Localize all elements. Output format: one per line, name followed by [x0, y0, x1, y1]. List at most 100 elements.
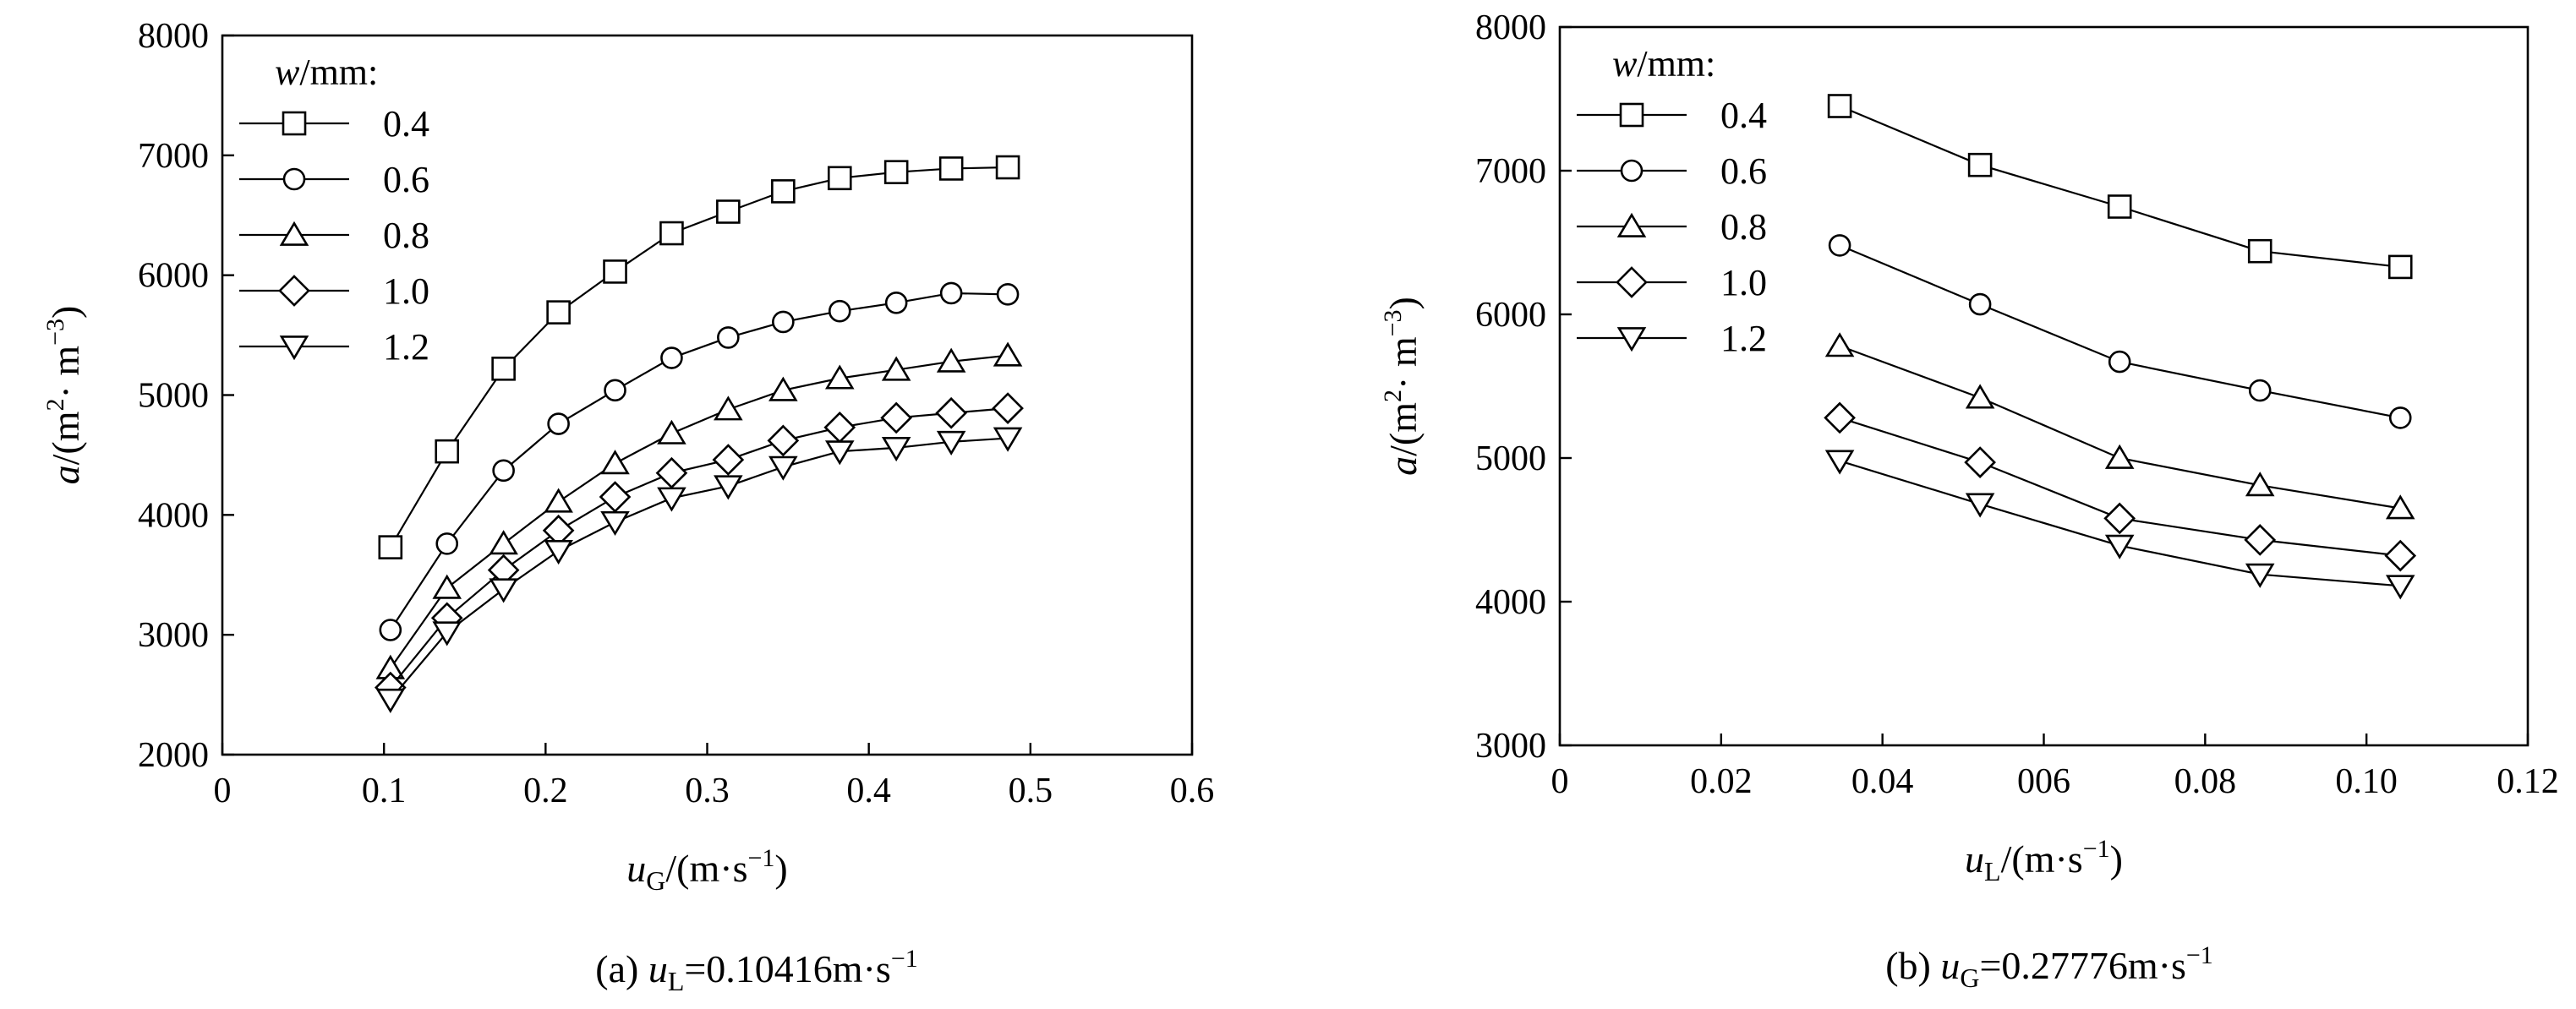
data-point — [2248, 379, 2272, 402]
data-point — [489, 530, 518, 555]
data-point — [544, 488, 573, 513]
y-tick-label: 7000 — [138, 137, 209, 176]
x-tick-label: 006 — [2017, 762, 2070, 801]
data-point — [2104, 444, 2135, 469]
series-line — [389, 437, 1009, 701]
series-w-1-0 — [374, 392, 1024, 704]
data-point — [604, 379, 626, 402]
y-tick-label: 6000 — [138, 257, 209, 296]
series-w-0-4 — [378, 155, 1020, 559]
panel-caption: (b) uG=0.27776m·s−1 — [1885, 941, 2213, 993]
data-point — [657, 487, 686, 512]
series-w-0-8 — [375, 341, 1023, 679]
data-point — [1967, 152, 1993, 177]
legend-marker — [1620, 159, 1643, 183]
data-point — [2245, 472, 2275, 497]
x-axis-label: uL/(m·s−1) — [1965, 835, 2123, 886]
series-w-0-8 — [1824, 332, 2415, 520]
series-line — [389, 166, 1009, 548]
legend-marker — [1619, 102, 1644, 128]
data-point — [768, 455, 798, 481]
data-point — [600, 450, 630, 475]
series-line — [1839, 105, 2401, 268]
x-tick-label: 0.5 — [1009, 772, 1053, 810]
y-tick-label: 5000 — [138, 377, 209, 416]
panel-caption: (a) uL=0.10416m·s−1 — [595, 945, 917, 996]
data-point — [1824, 332, 1855, 357]
legend-marker — [1616, 327, 1647, 352]
data-point — [1968, 292, 1992, 316]
data-point — [1965, 493, 1995, 518]
data-point — [881, 437, 911, 462]
data-point — [936, 347, 966, 373]
legend: w/mm:0.4 0.6 0.8 1.0 1.2 — [239, 52, 429, 368]
data-point — [544, 539, 573, 565]
x-axis-label: uG/(m·s−1) — [626, 844, 787, 896]
legend-marker — [279, 335, 309, 361]
legend-label: 1.0 — [1720, 262, 1767, 303]
data-point — [824, 364, 855, 390]
legend-label: 0.4 — [383, 103, 429, 145]
data-point — [824, 440, 855, 466]
data-point — [2247, 238, 2272, 264]
data-point — [435, 532, 459, 555]
data-point — [2244, 524, 2277, 556]
series-w-0-6 — [1828, 234, 2412, 429]
data-point — [768, 376, 798, 401]
data-point — [2103, 502, 2136, 535]
x-tick-label: 0.08 — [2174, 762, 2237, 801]
data-point — [996, 283, 1020, 306]
data-point — [432, 621, 462, 646]
data-point — [995, 155, 1020, 180]
data-point — [827, 166, 852, 191]
data-point — [767, 424, 800, 457]
data-point — [2385, 575, 2415, 600]
x-tick-label: 0.04 — [1851, 762, 1914, 801]
y-tick-label: 4000 — [1475, 583, 1546, 622]
data-point — [1828, 234, 1851, 257]
y-tick-label: 2000 — [138, 736, 209, 775]
x-tick-label: 0.1 — [362, 772, 407, 810]
legend-marker — [1616, 266, 1648, 298]
x-tick-label: 0.10 — [2335, 762, 2398, 801]
data-point — [435, 439, 460, 464]
legend-title: w/mm: — [275, 52, 378, 93]
y-axis-label: a/(m2· m−3) — [1379, 297, 1425, 476]
x-tick-label: 0.4 — [846, 772, 891, 810]
legend-label: 0.8 — [383, 215, 429, 256]
x-tick-label: 0 — [214, 772, 232, 810]
data-point — [714, 395, 743, 421]
data-point — [546, 300, 571, 325]
data-point — [2245, 563, 2275, 588]
data-point — [2384, 539, 2417, 572]
series-w-1-0 — [1824, 401, 2417, 572]
x-tick-label: 0.2 — [523, 772, 568, 810]
data-point — [992, 392, 1024, 424]
legend-marker — [282, 111, 307, 136]
chart-panel-b: 0 0.02 0.04 006 0.08 0.10 0.12 3000 4000 5000 6000… — [1379, 8, 2559, 993]
data-point — [489, 578, 518, 603]
series-line — [1839, 244, 2401, 419]
data-point — [375, 688, 406, 713]
legend-marker — [1616, 212, 1647, 237]
plot-frame — [221, 34, 1194, 756]
data-point — [1824, 450, 1855, 475]
series-line — [389, 354, 1009, 669]
legend-marker — [279, 221, 309, 246]
x-tick-label: 0.6 — [1170, 772, 1215, 810]
data-point — [717, 326, 740, 349]
data-point — [599, 481, 632, 513]
data-point — [492, 459, 515, 483]
data-point — [993, 427, 1023, 452]
data-point — [2388, 406, 2412, 429]
series-w-0-4 — [1827, 94, 2413, 280]
legend-label: 0.4 — [1720, 95, 1767, 136]
data-point — [938, 156, 964, 181]
data-point — [2385, 494, 2415, 520]
data-point — [823, 411, 856, 444]
x-tick-label: 0.3 — [685, 772, 730, 810]
data-point — [714, 475, 743, 500]
data-point — [655, 456, 688, 489]
data-point — [884, 291, 908, 314]
series-w-0-6 — [379, 281, 1020, 641]
